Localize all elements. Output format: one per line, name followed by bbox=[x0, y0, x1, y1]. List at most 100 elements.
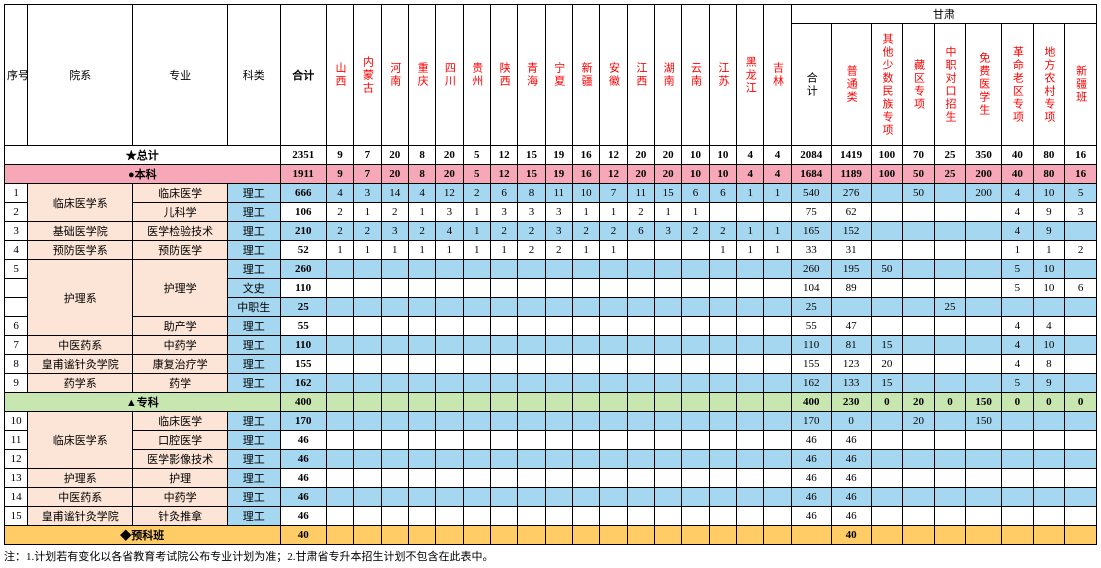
data-cell bbox=[903, 260, 935, 279]
data-cell bbox=[436, 260, 463, 279]
data-cell: 2 bbox=[600, 222, 627, 241]
section-value: 0 bbox=[1002, 393, 1034, 412]
data-cell bbox=[934, 450, 966, 469]
data-cell bbox=[354, 431, 381, 450]
data-cell: 46 bbox=[280, 431, 326, 450]
section-value: 20 bbox=[627, 165, 654, 184]
data-cell bbox=[682, 279, 709, 298]
data-cell bbox=[572, 469, 599, 488]
section-value bbox=[871, 526, 903, 545]
data-cell: 46 bbox=[831, 469, 871, 488]
category-cell: 理工 bbox=[228, 355, 281, 374]
data-cell: 4 bbox=[1002, 203, 1034, 222]
data-cell bbox=[408, 450, 435, 469]
data-cell bbox=[934, 203, 966, 222]
data-cell: 75 bbox=[791, 203, 831, 222]
data-cell bbox=[903, 317, 935, 336]
header-gansu: 甘肃 bbox=[791, 5, 1096, 24]
data-cell bbox=[436, 298, 463, 317]
section-value bbox=[490, 393, 517, 412]
data-cell bbox=[518, 431, 545, 450]
section-value bbox=[627, 526, 654, 545]
data-cell bbox=[572, 450, 599, 469]
section-value: 25 bbox=[934, 165, 966, 184]
data-cell bbox=[627, 431, 654, 450]
data-cell: 1 bbox=[463, 222, 490, 241]
data-cell: 1 bbox=[737, 241, 764, 260]
section-value: 400 bbox=[280, 393, 326, 412]
section-value: 2084 bbox=[791, 146, 831, 165]
data-cell bbox=[709, 412, 736, 431]
major-cell: 助产学 bbox=[133, 317, 228, 336]
data-cell bbox=[381, 374, 408, 393]
header-prov-6: 陕西 bbox=[490, 5, 517, 146]
row-index: 7 bbox=[5, 336, 28, 355]
dept-cell: 临床医学系 bbox=[28, 184, 133, 222]
major-cell: 中药学 bbox=[133, 488, 228, 507]
data-cell bbox=[871, 298, 903, 317]
data-cell: 1 bbox=[737, 222, 764, 241]
data-cell bbox=[627, 279, 654, 298]
data-cell bbox=[408, 279, 435, 298]
section-value: 12 bbox=[600, 146, 627, 165]
data-cell bbox=[600, 412, 627, 431]
section-row: ★总计2351972082051215191612202010104420841… bbox=[5, 146, 1097, 165]
data-cell bbox=[490, 260, 517, 279]
section-value: 4 bbox=[764, 146, 791, 165]
header-prov-1: 内蒙古 bbox=[354, 5, 381, 146]
section-label: ▲专科 bbox=[5, 393, 281, 412]
table-row: 15皇甫谧针灸学院针灸推拿理工464646 bbox=[5, 507, 1097, 526]
category-cell: 理工 bbox=[228, 374, 281, 393]
data-cell: 4 bbox=[1033, 317, 1065, 336]
row-index: 2 bbox=[5, 203, 28, 222]
header-prov-9: 新疆 bbox=[572, 5, 599, 146]
dept-cell: 皇甫谧针灸学院 bbox=[28, 507, 133, 526]
data-cell bbox=[326, 450, 353, 469]
data-cell bbox=[381, 469, 408, 488]
data-cell: 540 bbox=[791, 184, 831, 203]
data-cell bbox=[354, 260, 381, 279]
data-cell: 62 bbox=[831, 203, 871, 222]
data-cell: 4 bbox=[408, 184, 435, 203]
section-value: 0 bbox=[1033, 393, 1065, 412]
data-cell bbox=[764, 412, 791, 431]
data-cell bbox=[436, 450, 463, 469]
data-cell bbox=[354, 412, 381, 431]
data-cell bbox=[934, 184, 966, 203]
section-value bbox=[655, 526, 682, 545]
data-cell bbox=[903, 336, 935, 355]
data-cell bbox=[518, 412, 545, 431]
data-cell bbox=[966, 317, 1002, 336]
section-value: 15 bbox=[518, 146, 545, 165]
data-cell: 1 bbox=[764, 184, 791, 203]
data-cell bbox=[572, 374, 599, 393]
data-cell bbox=[966, 488, 1002, 507]
section-value bbox=[764, 526, 791, 545]
data-cell: 165 bbox=[791, 222, 831, 241]
data-cell bbox=[682, 507, 709, 526]
data-cell: 3 bbox=[490, 203, 517, 222]
data-cell bbox=[354, 450, 381, 469]
data-cell bbox=[903, 431, 935, 450]
data-cell: 10 bbox=[1033, 184, 1065, 203]
data-cell bbox=[1002, 507, 1034, 526]
header-prov-4: 四川 bbox=[436, 5, 463, 146]
dept-cell: 皇甫谧针灸学院 bbox=[28, 355, 133, 374]
data-cell bbox=[545, 260, 572, 279]
row-index: 6 bbox=[5, 317, 28, 336]
section-value bbox=[709, 393, 736, 412]
data-cell bbox=[463, 355, 490, 374]
section-value: 40 bbox=[1002, 146, 1034, 165]
section-value: 200 bbox=[966, 165, 1002, 184]
section-value: 10 bbox=[682, 146, 709, 165]
section-value: 20 bbox=[655, 146, 682, 165]
data-cell: 106 bbox=[280, 203, 326, 222]
data-cell: 210 bbox=[280, 222, 326, 241]
header-prov-14: 江苏 bbox=[709, 5, 736, 146]
data-cell bbox=[490, 279, 517, 298]
table-row: 11口腔医学理工464646 bbox=[5, 431, 1097, 450]
data-cell: 11 bbox=[627, 184, 654, 203]
data-cell bbox=[966, 279, 1002, 298]
data-cell: 104 bbox=[791, 279, 831, 298]
data-cell: 46 bbox=[831, 488, 871, 507]
